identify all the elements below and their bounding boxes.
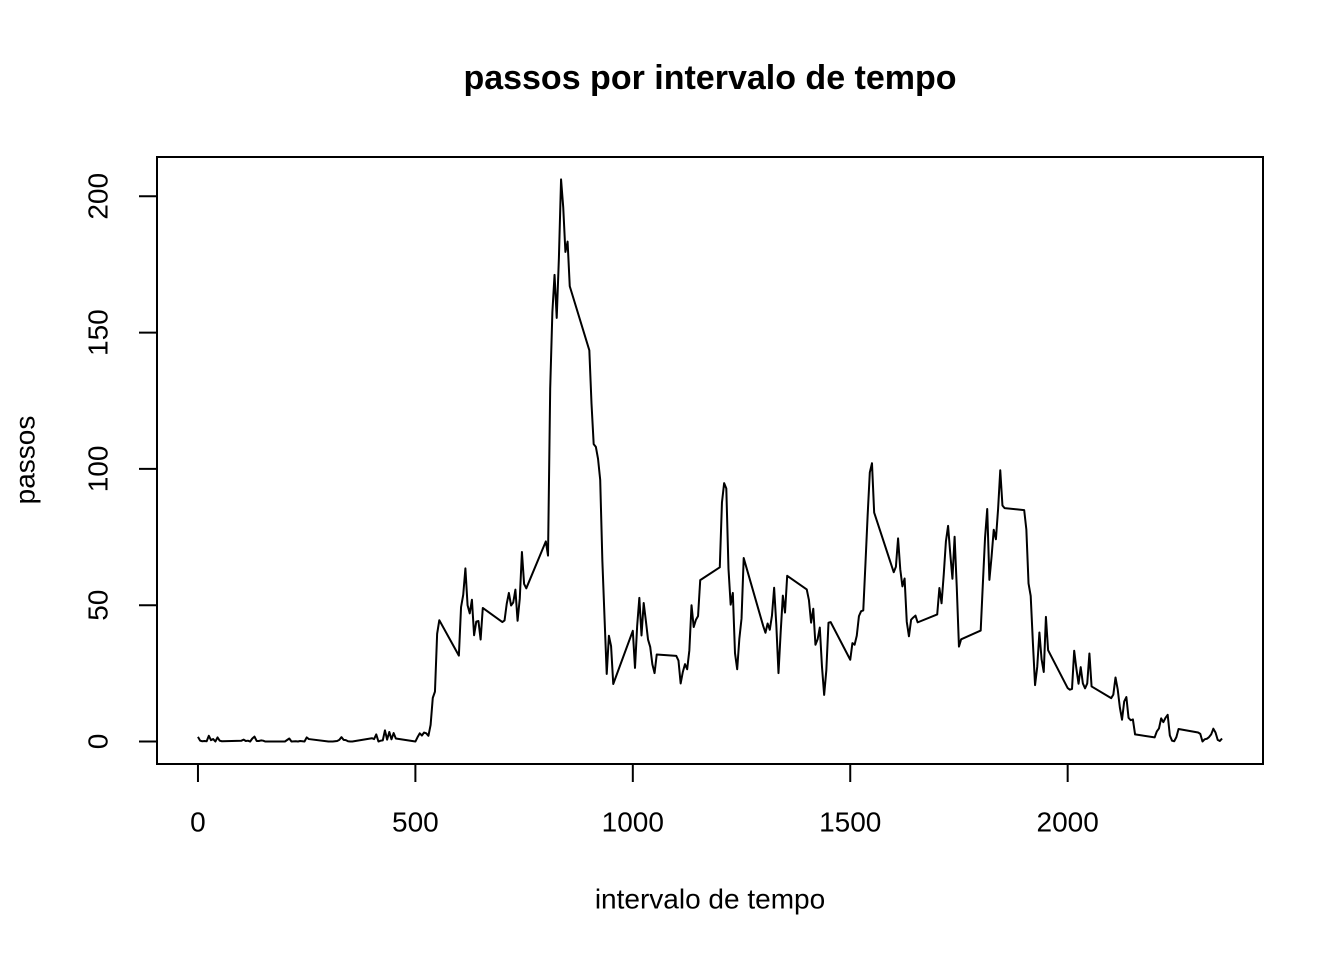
y-tick-label: 0 [82,734,113,750]
plot-box [156,156,1264,765]
x-tick-label: 2000 [1037,806,1099,837]
y-tick-label: 100 [82,446,113,493]
y-tick-label: 150 [82,309,113,356]
y-tick-label: 50 [82,590,113,621]
x-tick-label: 0 [190,806,206,837]
x-tick-label: 1000 [602,806,664,837]
data-line [197,178,1223,743]
x-tick-label: 500 [392,806,439,837]
x-tick-label: 1500 [819,806,881,837]
x-axis-label: intervalo de tempo [595,883,825,914]
y-axis-label: passos [9,416,40,505]
chart-title: passos por intervalo de tempo [463,59,956,97]
y-tick-label: 200 [82,173,113,220]
